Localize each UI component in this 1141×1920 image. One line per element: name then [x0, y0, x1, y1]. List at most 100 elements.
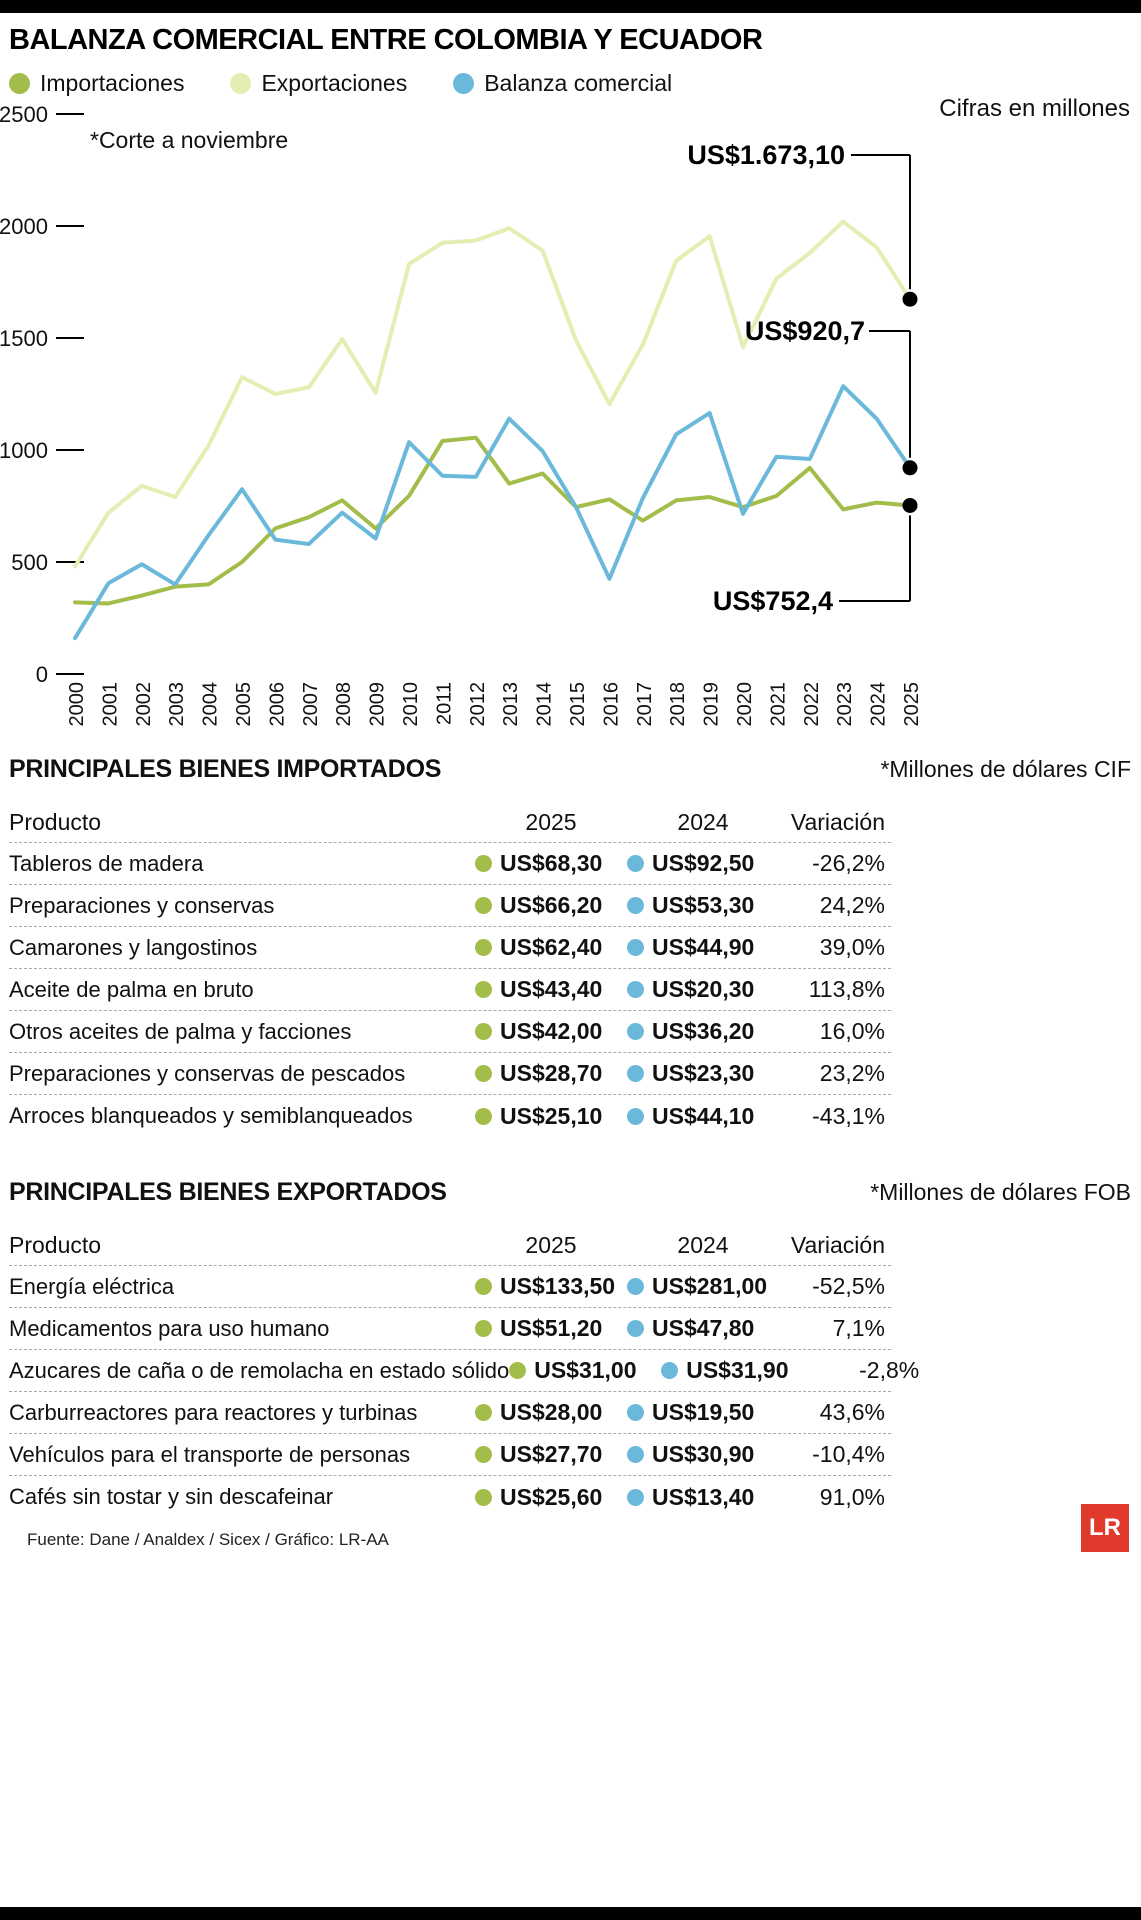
- exports-table: Producto 2025 2024 Variación Energía elé…: [9, 1226, 919, 1518]
- product-name: Preparaciones y conservas de pescados: [9, 1060, 406, 1086]
- value-2025: US$27,70: [500, 1441, 603, 1467]
- value-2024: US$30,90: [652, 1441, 755, 1467]
- value-2024: US$53,30: [652, 892, 755, 918]
- col-header-2024: 2024: [677, 1232, 729, 1258]
- col-header-2024: 2024: [677, 809, 729, 835]
- variation-value: 113,8%: [808, 976, 885, 1002]
- x-tick-label: 2024: [868, 682, 890, 727]
- variation-value: 7,1%: [832, 1315, 885, 1341]
- x-tick-label: 2012: [467, 682, 489, 727]
- section-title-exportados: PRINCIPALES BIENES EXPORTADOS: [9, 1178, 447, 1206]
- chart-legend: Importaciones Exportaciones Balanza comerc…: [9, 70, 718, 97]
- value-cell-2024: US$44,10: [627, 1103, 779, 1130]
- section-bienes-importados: PRINCIPALES BIENES IMPORTADOS *Millones …: [9, 755, 1131, 1137]
- section-unit-note-cif: *Millones de dólares CIF: [880, 756, 1131, 782]
- x-tick-label: 2011: [433, 682, 455, 725]
- x-tick-label: 2009: [367, 682, 389, 727]
- x-tick-label: 2010: [400, 682, 422, 727]
- bullet-2024-icon: [627, 1446, 644, 1463]
- col-header-variacion: Variación: [790, 1232, 885, 1258]
- exports-table-body: Energía eléctrica US$133,50 US$281,00 -52,5…: [9, 1266, 919, 1518]
- x-tick-label: 2001: [99, 682, 121, 727]
- top-bar: [0, 0, 1141, 13]
- y-tick-label: 1000: [0, 438, 48, 463]
- imports-table: Producto 2025 2024 Variación Tableros de…: [9, 803, 891, 1137]
- bullet-2025-icon: [475, 855, 492, 872]
- x-tick-label: 2021: [767, 682, 789, 727]
- value-cell-2024: US$20,30: [627, 976, 779, 1003]
- legend-item-exportaciones: Exportaciones: [230, 70, 407, 97]
- x-tick-label: 2014: [534, 682, 556, 727]
- lr-logo: LR: [1081, 1504, 1129, 1552]
- value-cell-2024: US$36,20: [627, 1018, 779, 1045]
- value-2025: US$42,00: [500, 1018, 603, 1044]
- product-name: Arroces blanqueados y semiblanqueados: [9, 1103, 413, 1128]
- value-2024: US$23,30: [652, 1060, 755, 1086]
- variation-value: 91,0%: [819, 1483, 885, 1510]
- value-2024: US$44,10: [652, 1102, 755, 1129]
- line-exportaciones: [73, 219, 912, 569]
- bullet-2025-icon: [475, 939, 492, 956]
- table-row: Tableros de madera US$68,30 US$92,50 -26,2%: [9, 843, 891, 885]
- table-row: Otros aceites de palma y facciones US$42,…: [9, 1011, 891, 1053]
- value-cell-2025: US$43,40: [475, 976, 627, 1003]
- table-row: Camarones y langostinos US$62,40 US$44,90 3…: [9, 927, 891, 969]
- product-name: Medicamentos para uso humano: [9, 1315, 330, 1341]
- bullet-2025-icon: [475, 897, 492, 914]
- endpoint-dot-exportaciones: [902, 291, 918, 307]
- value-cell-2025: US$66,20: [475, 892, 627, 919]
- value-cell-2024: US$92,50: [627, 850, 779, 877]
- bullet-2025-icon: [475, 1488, 492, 1506]
- value-2025: US$133,50: [500, 1273, 616, 1299]
- legend-dot-importaciones-icon: [9, 73, 30, 94]
- value-cell-2025: US$28,70: [475, 1060, 627, 1087]
- x-tick-label: 2008: [333, 682, 355, 727]
- source-credit: Fuente: Dane / Analdex / Sicex / Gráfico…: [27, 1530, 389, 1549]
- value-2024: US$47,80: [652, 1315, 755, 1341]
- value-cell-2025: US$28,00: [475, 1399, 627, 1426]
- end-label-balanza-2025: US$920,7: [744, 316, 865, 346]
- variation-value: -2,8%: [859, 1357, 920, 1383]
- end-label-importaciones-2025: US$752,4: [712, 586, 833, 616]
- variation-value: 39,0%: [819, 934, 885, 960]
- x-tick-label: 2003: [166, 682, 188, 727]
- col-header-2025: 2025: [525, 1232, 577, 1258]
- bullet-2025-icon: [475, 1446, 492, 1463]
- value-2024: US$13,40: [652, 1483, 755, 1510]
- x-tick-label: 2017: [634, 682, 656, 727]
- units-note: Cifras en millones: [939, 95, 1130, 122]
- product-name: Tableros de madera: [9, 850, 204, 876]
- bullet-2024-icon: [627, 981, 644, 998]
- value-2024: US$44,90: [652, 934, 755, 960]
- bottom-bar: [0, 1907, 1141, 1920]
- table-row: Preparaciones y conservas US$66,20 US$53,3…: [9, 885, 891, 927]
- trade-balance-line-chart: 0 500 1000 1500 2000 2500 2000 2001 2002 2003 2004…: [0, 102, 923, 727]
- section-unit-note-fob: *Millones de dólares FOB: [870, 1179, 1131, 1205]
- x-tick-label: 2019: [701, 682, 723, 727]
- product-name: Otros aceites de palma y facciones: [9, 1018, 352, 1044]
- table-row: Azucares de caña o de remolacha en estad…: [9, 1350, 919, 1392]
- col-header-2025: 2025: [525, 809, 577, 835]
- value-2025: US$25,10: [500, 1102, 603, 1129]
- x-tick-label: 2018: [667, 682, 689, 727]
- bullet-2025-icon: [475, 981, 492, 998]
- line-importaciones: [73, 435, 912, 606]
- bullet-2024-icon: [661, 1362, 679, 1379]
- value-2024: US$92,50: [652, 850, 755, 876]
- table-row: Aceite de palma en bruto US$43,40 US$20,30…: [9, 969, 891, 1011]
- value-2025: US$28,70: [500, 1060, 603, 1086]
- value-cell-2024: US$31,90: [661, 1357, 813, 1384]
- variation-value: 16,0%: [819, 1018, 885, 1044]
- table-header-row: Producto 2025 2024 Variación: [9, 803, 891, 843]
- variation-value: -52,5%: [812, 1273, 885, 1299]
- x-tick-label: 2005: [233, 682, 255, 727]
- section-title-importados: PRINCIPALES BIENES IMPORTADOS: [9, 755, 442, 783]
- value-cell-2025: US$31,00: [509, 1357, 661, 1384]
- bullet-2024-icon: [627, 855, 644, 872]
- bullet-2024-icon: [627, 939, 644, 956]
- x-tick-label: 2016: [600, 682, 622, 727]
- x-tick-label: 2025: [901, 682, 923, 727]
- legend-label-importaciones: Importaciones: [40, 70, 185, 96]
- table-row: Vehículos para el transporte de personas…: [9, 1434, 891, 1476]
